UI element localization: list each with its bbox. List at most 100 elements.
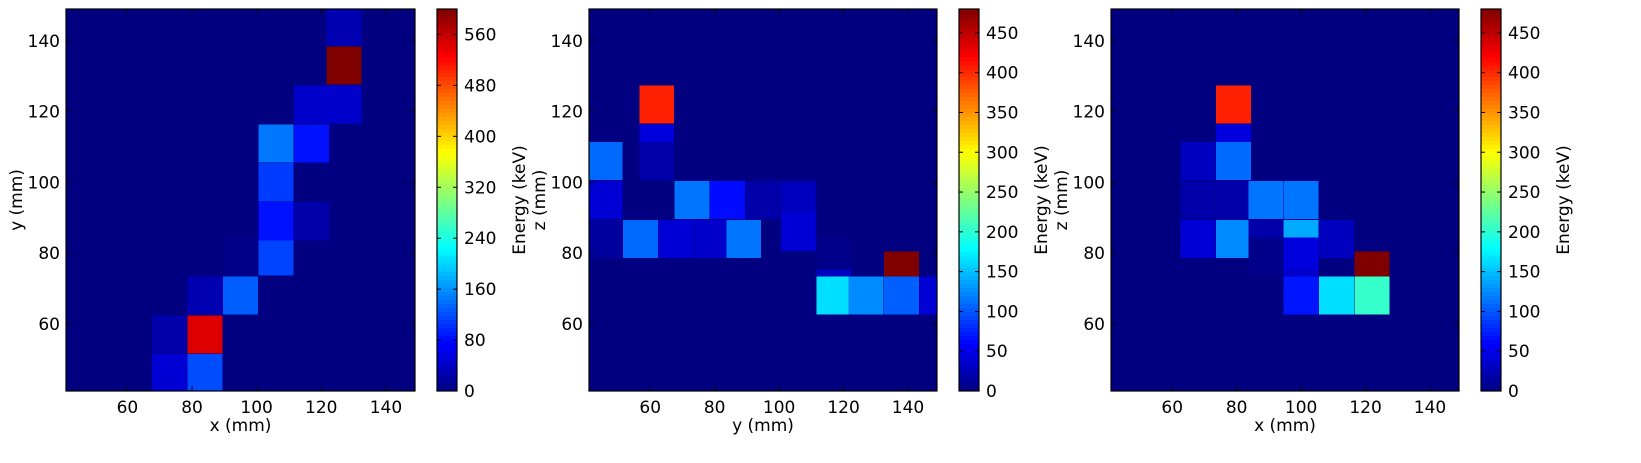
colorbar-swatch bbox=[1481, 120, 1501, 125]
colorbar-swatch bbox=[1481, 188, 1501, 193]
colorbar-swatch bbox=[437, 275, 457, 281]
colorbar-swatch bbox=[437, 96, 457, 102]
y-tick-label: 140 bbox=[28, 32, 60, 52]
colorbar-swatch bbox=[959, 152, 979, 157]
colorbar-swatch bbox=[1481, 259, 1501, 265]
colorbar-swatch bbox=[1481, 128, 1501, 133]
colorbar-swatch bbox=[959, 231, 979, 237]
colorbar-swatch bbox=[959, 20, 979, 26]
colorbar-label: Energy (keV) bbox=[1554, 145, 1574, 255]
colorbar-swatch bbox=[437, 271, 457, 277]
colorbar-swatch bbox=[437, 339, 457, 344]
heatmap-cell bbox=[658, 219, 694, 259]
colorbar-swatch bbox=[1481, 176, 1501, 181]
heatmap-cell bbox=[919, 276, 937, 315]
colorbar-tick-label: 450 bbox=[1508, 24, 1540, 44]
colorbar-swatch bbox=[437, 303, 457, 309]
colorbar-swatch bbox=[437, 92, 457, 98]
colorbar-swatch bbox=[437, 72, 457, 78]
colorbar-swatch bbox=[437, 283, 457, 289]
heatmap-cell bbox=[1319, 219, 1354, 259]
colorbar-swatch bbox=[437, 80, 457, 86]
colorbar-tick-label: 320 bbox=[464, 178, 496, 198]
colorbar-swatch bbox=[959, 128, 979, 133]
colorbar-swatch bbox=[959, 311, 979, 316]
colorbar-swatch bbox=[959, 315, 979, 320]
colorbar-tick-label: 50 bbox=[986, 342, 1008, 362]
colorbar-swatch bbox=[959, 124, 979, 129]
colorbar-swatch bbox=[1481, 184, 1501, 189]
heatmap-cell bbox=[848, 276, 884, 315]
x-tick-label: 100 bbox=[763, 398, 795, 418]
y-tick-label: 140 bbox=[551, 32, 583, 52]
y-tick-label: 100 bbox=[28, 173, 60, 193]
y-tick-label: 60 bbox=[561, 315, 583, 335]
colorbar-swatch bbox=[437, 120, 457, 125]
colorbar-swatch bbox=[959, 16, 979, 22]
colorbar-swatch bbox=[1481, 299, 1501, 305]
y-tick-label: 60 bbox=[38, 315, 60, 335]
x-tick-label: 60 bbox=[1161, 398, 1183, 418]
colorbar-swatch bbox=[1481, 32, 1501, 38]
y-axis-label: y (mm) bbox=[7, 169, 27, 231]
colorbar-swatch bbox=[1481, 339, 1501, 344]
colorbar-swatch bbox=[437, 327, 457, 332]
colorbar-swatch bbox=[437, 367, 457, 372]
heatmap-cell bbox=[1216, 141, 1251, 181]
colorbar-tick-label: 150 bbox=[1508, 263, 1540, 283]
y-tick-label: 80 bbox=[561, 244, 583, 264]
heatmap-cell bbox=[1180, 219, 1216, 259]
colorbar-swatch bbox=[1481, 136, 1501, 141]
colorbar-swatch bbox=[959, 359, 979, 364]
colorbar-swatch bbox=[959, 56, 979, 62]
heatmap-cell bbox=[326, 85, 362, 124]
colorbar-swatch bbox=[1481, 251, 1501, 257]
colorbar-swatch bbox=[1481, 243, 1501, 249]
colorbar-swatch bbox=[1481, 351, 1501, 356]
colorbar-swatch bbox=[959, 156, 979, 161]
heatmap-cell bbox=[187, 315, 223, 354]
colorbar-swatch bbox=[437, 172, 457, 177]
colorbar-tick-label: 200 bbox=[986, 223, 1018, 243]
colorbar-swatch bbox=[959, 243, 979, 249]
colorbar-label: Energy (keV) bbox=[1032, 145, 1052, 255]
colorbar-swatch bbox=[1481, 9, 1501, 14]
colorbar-swatch bbox=[1481, 347, 1501, 352]
colorbar-swatch bbox=[437, 307, 457, 313]
colorbar-swatch bbox=[1481, 227, 1501, 233]
colorbar-swatch bbox=[959, 28, 979, 34]
heatmap-cell bbox=[294, 85, 330, 124]
colorbar-swatch bbox=[959, 335, 979, 340]
colorbar-swatch bbox=[1481, 343, 1501, 348]
colorbar-swatch bbox=[959, 132, 979, 137]
colorbar-swatch bbox=[959, 184, 979, 189]
colorbar-swatch bbox=[1481, 295, 1501, 301]
colorbar-swatch bbox=[437, 152, 457, 157]
colorbar-swatch bbox=[1481, 16, 1501, 22]
colorbar-swatch bbox=[1481, 104, 1501, 110]
colorbar-swatch bbox=[1481, 132, 1501, 137]
heatmap-cell bbox=[187, 354, 223, 391]
colorbar-swatch bbox=[959, 64, 979, 70]
colorbar-tick-label: 150 bbox=[986, 263, 1018, 283]
colorbar-swatch bbox=[1481, 56, 1501, 62]
colorbar-swatch bbox=[437, 88, 457, 94]
colorbar-tick-label: 240 bbox=[464, 229, 496, 249]
plot-frame bbox=[65, 8, 416, 392]
colorbar-swatch bbox=[437, 351, 457, 356]
colorbar-swatch bbox=[959, 219, 979, 225]
colorbar-swatch bbox=[959, 235, 979, 241]
colorbar-swatch bbox=[1481, 247, 1501, 253]
colorbar-swatch bbox=[959, 323, 979, 328]
heatmap-cell bbox=[258, 237, 294, 276]
colorbar-swatch bbox=[437, 215, 457, 221]
colorbar-swatch bbox=[959, 375, 979, 380]
colorbar-swatch bbox=[437, 148, 457, 153]
colorbar-tick-label: 560 bbox=[464, 25, 496, 45]
colorbar-swatch bbox=[1481, 72, 1501, 78]
colorbar-swatch bbox=[1481, 84, 1501, 90]
colorbar-swatch bbox=[1481, 108, 1501, 114]
colorbar-swatch bbox=[959, 331, 979, 336]
x-axis-label: y (mm) bbox=[732, 416, 794, 436]
colorbar-swatch bbox=[959, 112, 979, 118]
